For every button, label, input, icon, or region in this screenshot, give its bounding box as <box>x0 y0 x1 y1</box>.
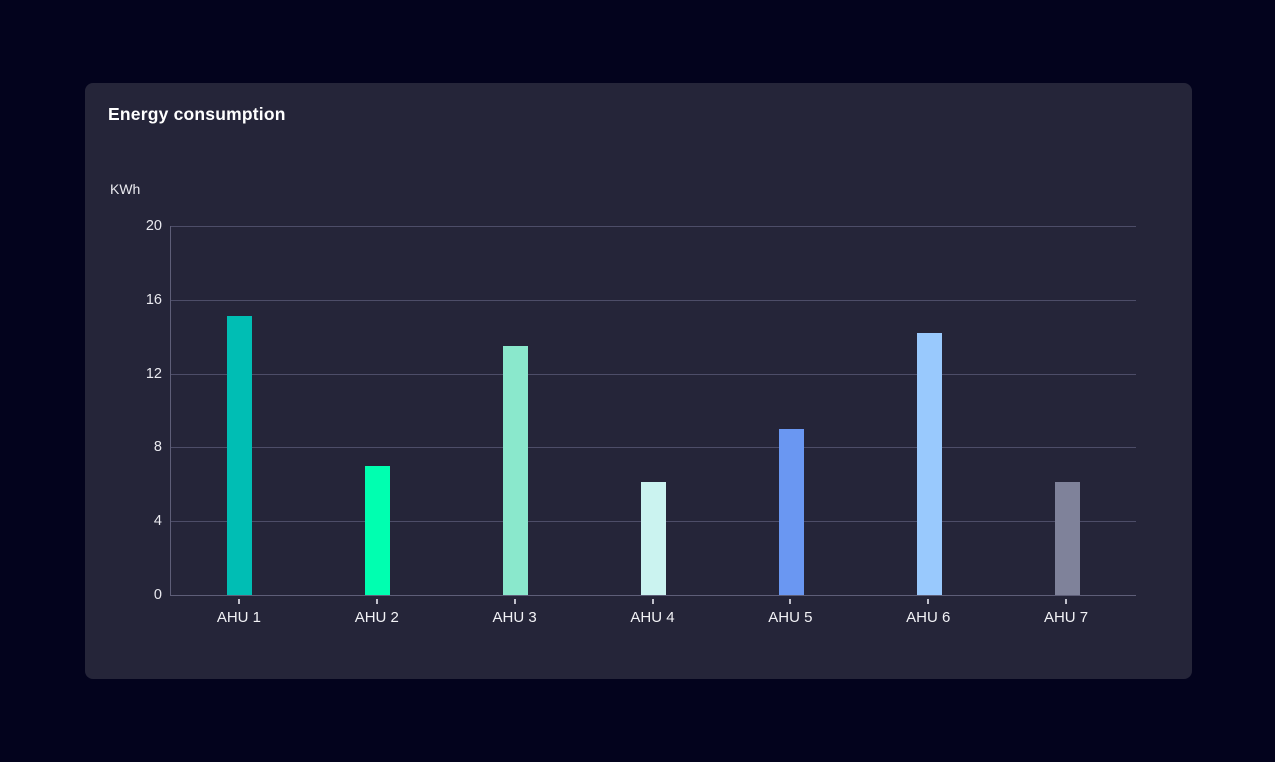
x-axis-tick <box>237 599 240 604</box>
x-axis-label: AHU 4 <box>630 609 675 626</box>
x-axis-tick <box>789 599 792 604</box>
energy-consumption-card: Energy consumption KWh 0 4 8 12 16 20 AHU 1 AH… <box>85 83 1192 679</box>
bar-ahu-2[interactable] <box>365 465 391 595</box>
x-axis-tick <box>375 599 378 604</box>
gridline <box>171 226 1136 227</box>
plot-area <box>170 226 1136 596</box>
bar-ahu-7[interactable] <box>1054 482 1080 595</box>
y-axis-unit-label: KWh <box>110 181 141 197</box>
x-axis-label: AHU 6 <box>906 609 951 626</box>
x-axis-label: AHU 7 <box>1043 609 1089 626</box>
bar-ahu-4[interactable] <box>641 482 666 595</box>
x-axis-label: AHU 5 <box>768 609 813 626</box>
gridline <box>171 299 1136 301</box>
gridline <box>171 447 1136 449</box>
y-axis-tick-label: 20 <box>145 218 162 234</box>
bar-ahu-1[interactable] <box>227 316 253 595</box>
bar-ahu-6[interactable] <box>916 333 942 595</box>
x-axis-tick <box>927 599 930 604</box>
x-axis: AHU 1 AHU 2 AHU 3 AHU 4 AHU 5 AHU 6 AHU 7 <box>170 595 1135 640</box>
x-axis-tick <box>651 599 654 604</box>
bar-ahu-3[interactable] <box>503 345 529 595</box>
chart-title: Energy consumption <box>108 104 286 124</box>
y-axis-tick-label: 8 <box>153 439 162 456</box>
x-axis-label: AHU 3 <box>492 609 537 626</box>
x-axis-tick <box>1065 599 1068 604</box>
y-axis-tick-label: 12 <box>145 365 162 382</box>
y-axis-tick-label: 16 <box>145 291 162 308</box>
x-axis-label: AHU 1 <box>216 609 262 626</box>
gridline <box>171 373 1136 375</box>
y-axis: 0 4 8 12 16 20 <box>85 218 162 603</box>
bar-ahu-5[interactable] <box>778 428 804 595</box>
y-axis-tick-label: 4 <box>153 513 162 530</box>
y-axis-tick-label: 0 <box>153 587 162 603</box>
x-axis-tick <box>513 599 516 604</box>
x-axis-label: AHU 2 <box>354 609 399 626</box>
